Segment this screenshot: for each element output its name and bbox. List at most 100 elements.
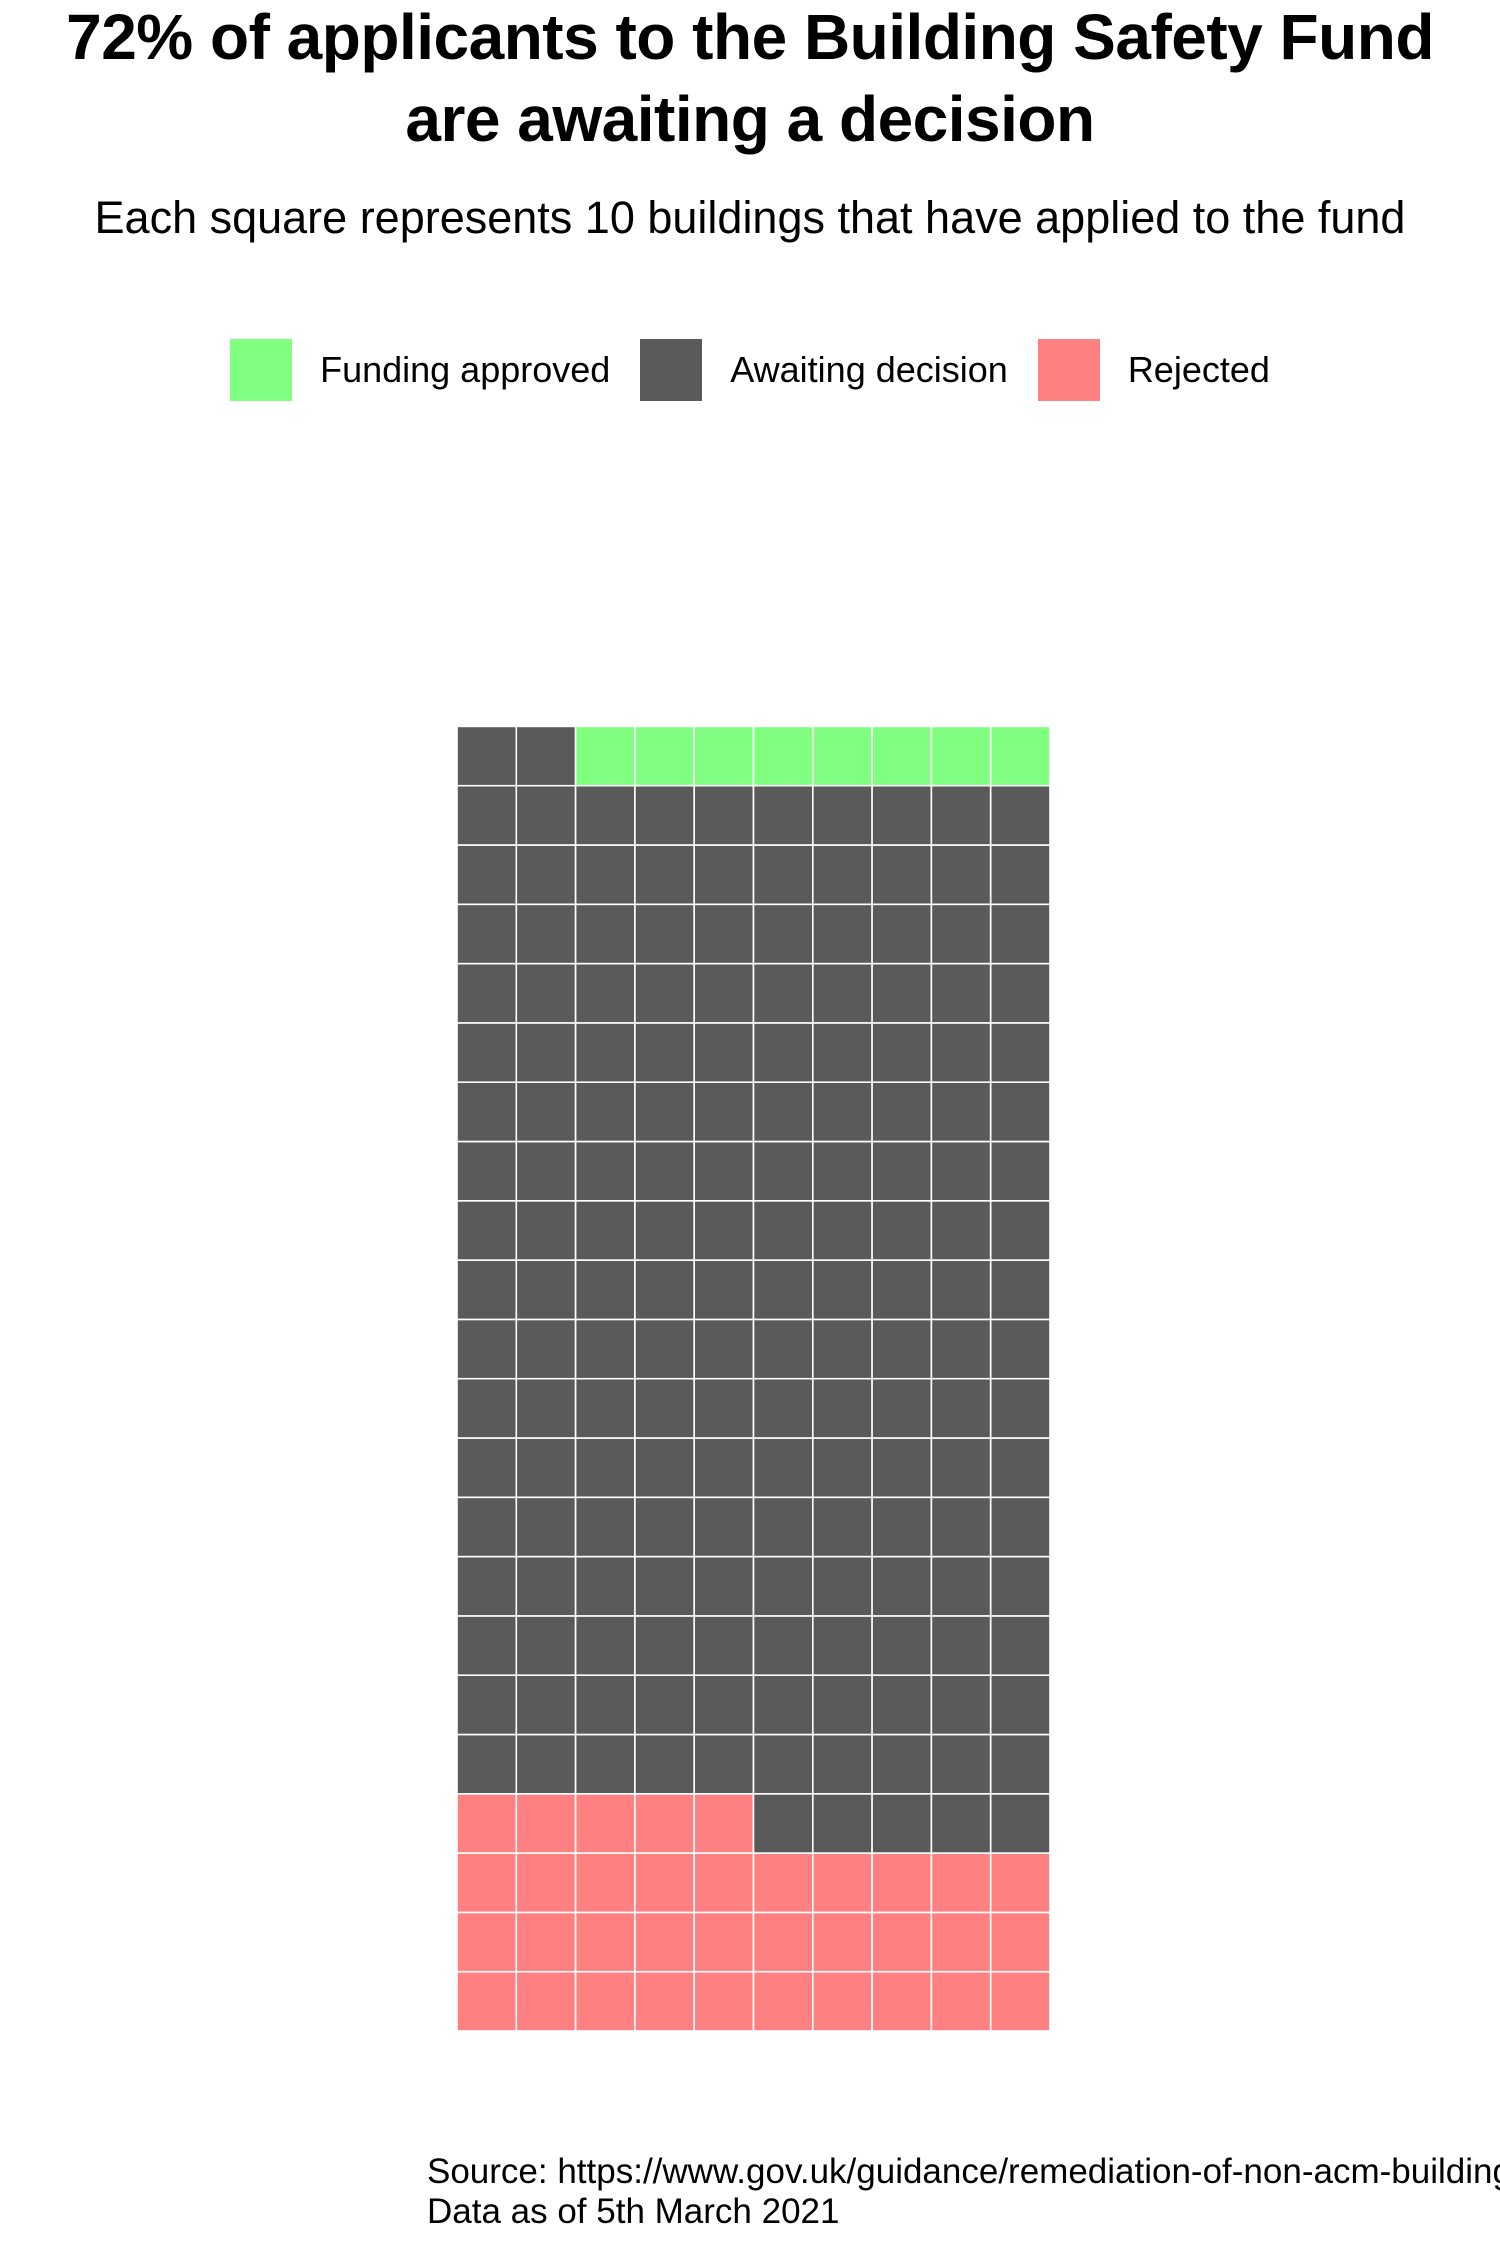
waffle-square-awaiting-decision: [515, 1318, 577, 1380]
waffle-square-awaiting-decision: [515, 1674, 577, 1736]
legend-label-rejected: Rejected: [1127, 349, 1270, 390]
waffle-square-rejected: [574, 1911, 636, 1973]
waffle-square-awaiting-decision: [634, 1555, 696, 1617]
waffle-square-awaiting-decision: [752, 903, 814, 965]
waffle-square-awaiting-decision: [634, 1022, 696, 1084]
waffle-square-rejected: [515, 1911, 577, 1973]
waffle-square-rejected: [811, 1911, 873, 1973]
waffle-square-awaiting-decision: [634, 1377, 696, 1439]
waffle-square-rejected: [811, 1852, 873, 1914]
waffle-square-awaiting-decision: [574, 903, 636, 965]
waffle-square-rejected: [871, 1970, 933, 2032]
waffle-square-awaiting-decision: [989, 1377, 1051, 1439]
waffle-square-awaiting-decision: [634, 1437, 696, 1499]
chart-title: 72% of applicants to the Building Safety…: [0, 0, 1500, 160]
waffle-square-rejected: [515, 1970, 577, 2032]
waffle-square-awaiting-decision: [456, 1022, 518, 1084]
waffle-square-awaiting-decision: [989, 784, 1051, 846]
waffle-square-rejected: [989, 1970, 1051, 2032]
waffle-square-awaiting-decision: [811, 1022, 873, 1084]
waffle-square-awaiting-decision: [811, 1437, 873, 1499]
waffle-square-awaiting-decision: [752, 1437, 814, 1499]
waffle-square-rejected: [930, 1970, 992, 2032]
waffle-square-awaiting-decision: [574, 1496, 636, 1558]
waffle-square-awaiting-decision: [574, 1259, 636, 1321]
waffle-square-awaiting-decision: [752, 1555, 814, 1617]
waffle-square-rejected: [871, 1852, 933, 1914]
waffle-square-rejected: [752, 1970, 814, 2032]
waffle-square-awaiting-decision: [871, 1615, 933, 1677]
waffle-square-rejected: [456, 1970, 518, 2032]
waffle-square-awaiting-decision: [456, 1496, 518, 1558]
waffle-square-awaiting-decision: [871, 1377, 933, 1439]
waffle-square-awaiting-decision: [634, 1259, 696, 1321]
waffle-square-rejected: [930, 1852, 992, 1914]
waffle-square-awaiting-decision: [930, 1200, 992, 1261]
waffle-square-awaiting-decision: [989, 903, 1051, 965]
waffle-square-awaiting-decision: [515, 1555, 577, 1617]
waffle-square-awaiting-decision: [693, 903, 755, 965]
waffle-square-awaiting-decision: [634, 962, 696, 1024]
waffle-square-funding-approved: [574, 725, 636, 787]
waffle-square-awaiting-decision: [574, 1733, 636, 1795]
waffle-square-rejected: [752, 1852, 814, 1914]
waffle-square-awaiting-decision: [930, 1733, 992, 1795]
waffle-square-awaiting-decision: [515, 903, 577, 965]
waffle-square-awaiting-decision: [456, 962, 518, 1024]
waffle-square-rejected: [574, 1793, 636, 1854]
waffle-square-awaiting-decision: [752, 1022, 814, 1084]
waffle-square-awaiting-decision: [871, 962, 933, 1024]
waffle-square-awaiting-decision: [752, 1377, 814, 1439]
waffle-square-awaiting-decision: [574, 1674, 636, 1736]
waffle-square-awaiting-decision: [871, 1437, 933, 1499]
waffle-square-awaiting-decision: [456, 1674, 518, 1736]
chart-caption: Source: https://www.gov.uk/guidance/reme…: [427, 2152, 1500, 2232]
waffle-square-awaiting-decision: [515, 1496, 577, 1558]
waffle-square-awaiting-decision: [871, 1674, 933, 1736]
waffle-square-awaiting-decision: [989, 1081, 1051, 1143]
waffle-square-awaiting-decision: [930, 1259, 992, 1321]
legend-label-awaiting-decision: Awaiting decision: [730, 349, 1008, 390]
waffle-square-awaiting-decision: [456, 1259, 518, 1321]
waffle-square-awaiting-decision: [456, 784, 518, 846]
waffle-square-awaiting-decision: [871, 1793, 933, 1854]
waffle-square-awaiting-decision: [871, 903, 933, 965]
waffle-square-awaiting-decision: [811, 1377, 873, 1439]
waffle-square-rejected: [634, 1852, 696, 1914]
waffle-square-awaiting-decision: [456, 1615, 518, 1677]
waffle-square-awaiting-decision: [515, 1377, 577, 1439]
waffle-square-awaiting-decision: [989, 1437, 1051, 1499]
waffle-square-awaiting-decision: [456, 1437, 518, 1499]
waffle-square-awaiting-decision: [693, 1318, 755, 1380]
waffle-square-awaiting-decision: [634, 1615, 696, 1677]
waffle-square-awaiting-decision: [989, 1200, 1051, 1261]
waffle-square-awaiting-decision: [693, 1022, 755, 1084]
waffle-square-awaiting-decision: [574, 962, 636, 1024]
waffle-square-awaiting-decision: [574, 1615, 636, 1677]
legend-key-funding-approved: [230, 339, 293, 401]
waffle-square-awaiting-decision: [693, 1733, 755, 1795]
waffle-square-awaiting-decision: [693, 1674, 755, 1736]
waffle-square-awaiting-decision: [693, 1200, 755, 1261]
waffle-square-funding-approved: [693, 725, 755, 787]
legend-key-awaiting-decision: [640, 339, 703, 401]
waffle-square-awaiting-decision: [752, 784, 814, 846]
waffle-square-awaiting-decision: [634, 1674, 696, 1736]
legend-label-funding-approved: Funding approved: [320, 349, 611, 390]
waffle-square-awaiting-decision: [634, 1081, 696, 1143]
waffle-square-awaiting-decision: [634, 903, 696, 965]
waffle-square-awaiting-decision: [693, 1377, 755, 1439]
waffle-square-rejected: [989, 1852, 1051, 1914]
waffle-square-awaiting-decision: [930, 1022, 992, 1084]
waffle-square-awaiting-decision: [752, 1733, 814, 1795]
waffle-square-awaiting-decision: [634, 1733, 696, 1795]
waffle-square-awaiting-decision: [574, 1081, 636, 1143]
waffle-square-awaiting-decision: [574, 1140, 636, 1202]
waffle-square-awaiting-decision: [930, 1318, 992, 1380]
waffle-square-rejected: [930, 1911, 992, 1973]
waffle-square-awaiting-decision: [456, 1377, 518, 1439]
waffle-square-awaiting-decision: [989, 1555, 1051, 1617]
waffle-square-awaiting-decision: [811, 844, 873, 906]
legend-item-funding-approved: Funding approved: [230, 339, 610, 401]
waffle-square-awaiting-decision: [989, 1140, 1051, 1202]
